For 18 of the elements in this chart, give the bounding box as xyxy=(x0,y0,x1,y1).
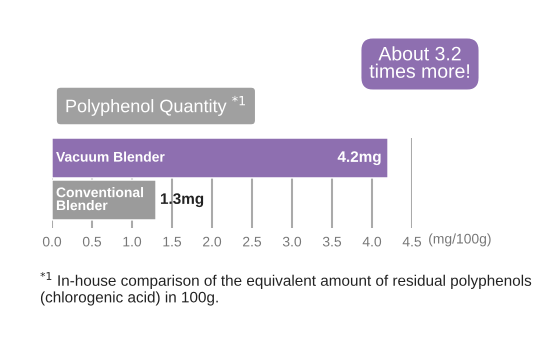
x-tick-label: 2.0 xyxy=(203,236,222,247)
x-tick-label: 0.0 xyxy=(42,236,62,247)
data-label: 1.3mg xyxy=(160,193,204,208)
x-tick-label: 1.0 xyxy=(123,236,142,247)
x-tick-label: 2.5 xyxy=(243,236,262,247)
y-tick-label: Vacuum Blender xyxy=(56,152,165,162)
text: About 3.2 times more! xyxy=(370,46,470,78)
chart-title: Polyphenol Quantity $^{*1}$ xyxy=(66,96,245,116)
data-label: 4.2mg xyxy=(338,151,381,166)
x-tick-label: 1.5 xyxy=(163,236,182,247)
text: $^{*1}$ In-house comparison of the equivalent amount of residual polyphenols (chlorogenic acid) in 100g. xyxy=(40,272,532,306)
x-tick-label: 0.5 xyxy=(82,236,102,247)
x-tick-label: 3.0 xyxy=(282,236,302,247)
x-tick-label: 3.5 xyxy=(322,236,342,247)
x-tick-label: 4.5 xyxy=(402,236,422,247)
x-axis-title: (mg/100g) xyxy=(429,233,491,246)
x-tick-label: 4.0 xyxy=(362,236,382,247)
y-tick-label: Conventional Blender xyxy=(56,187,143,210)
